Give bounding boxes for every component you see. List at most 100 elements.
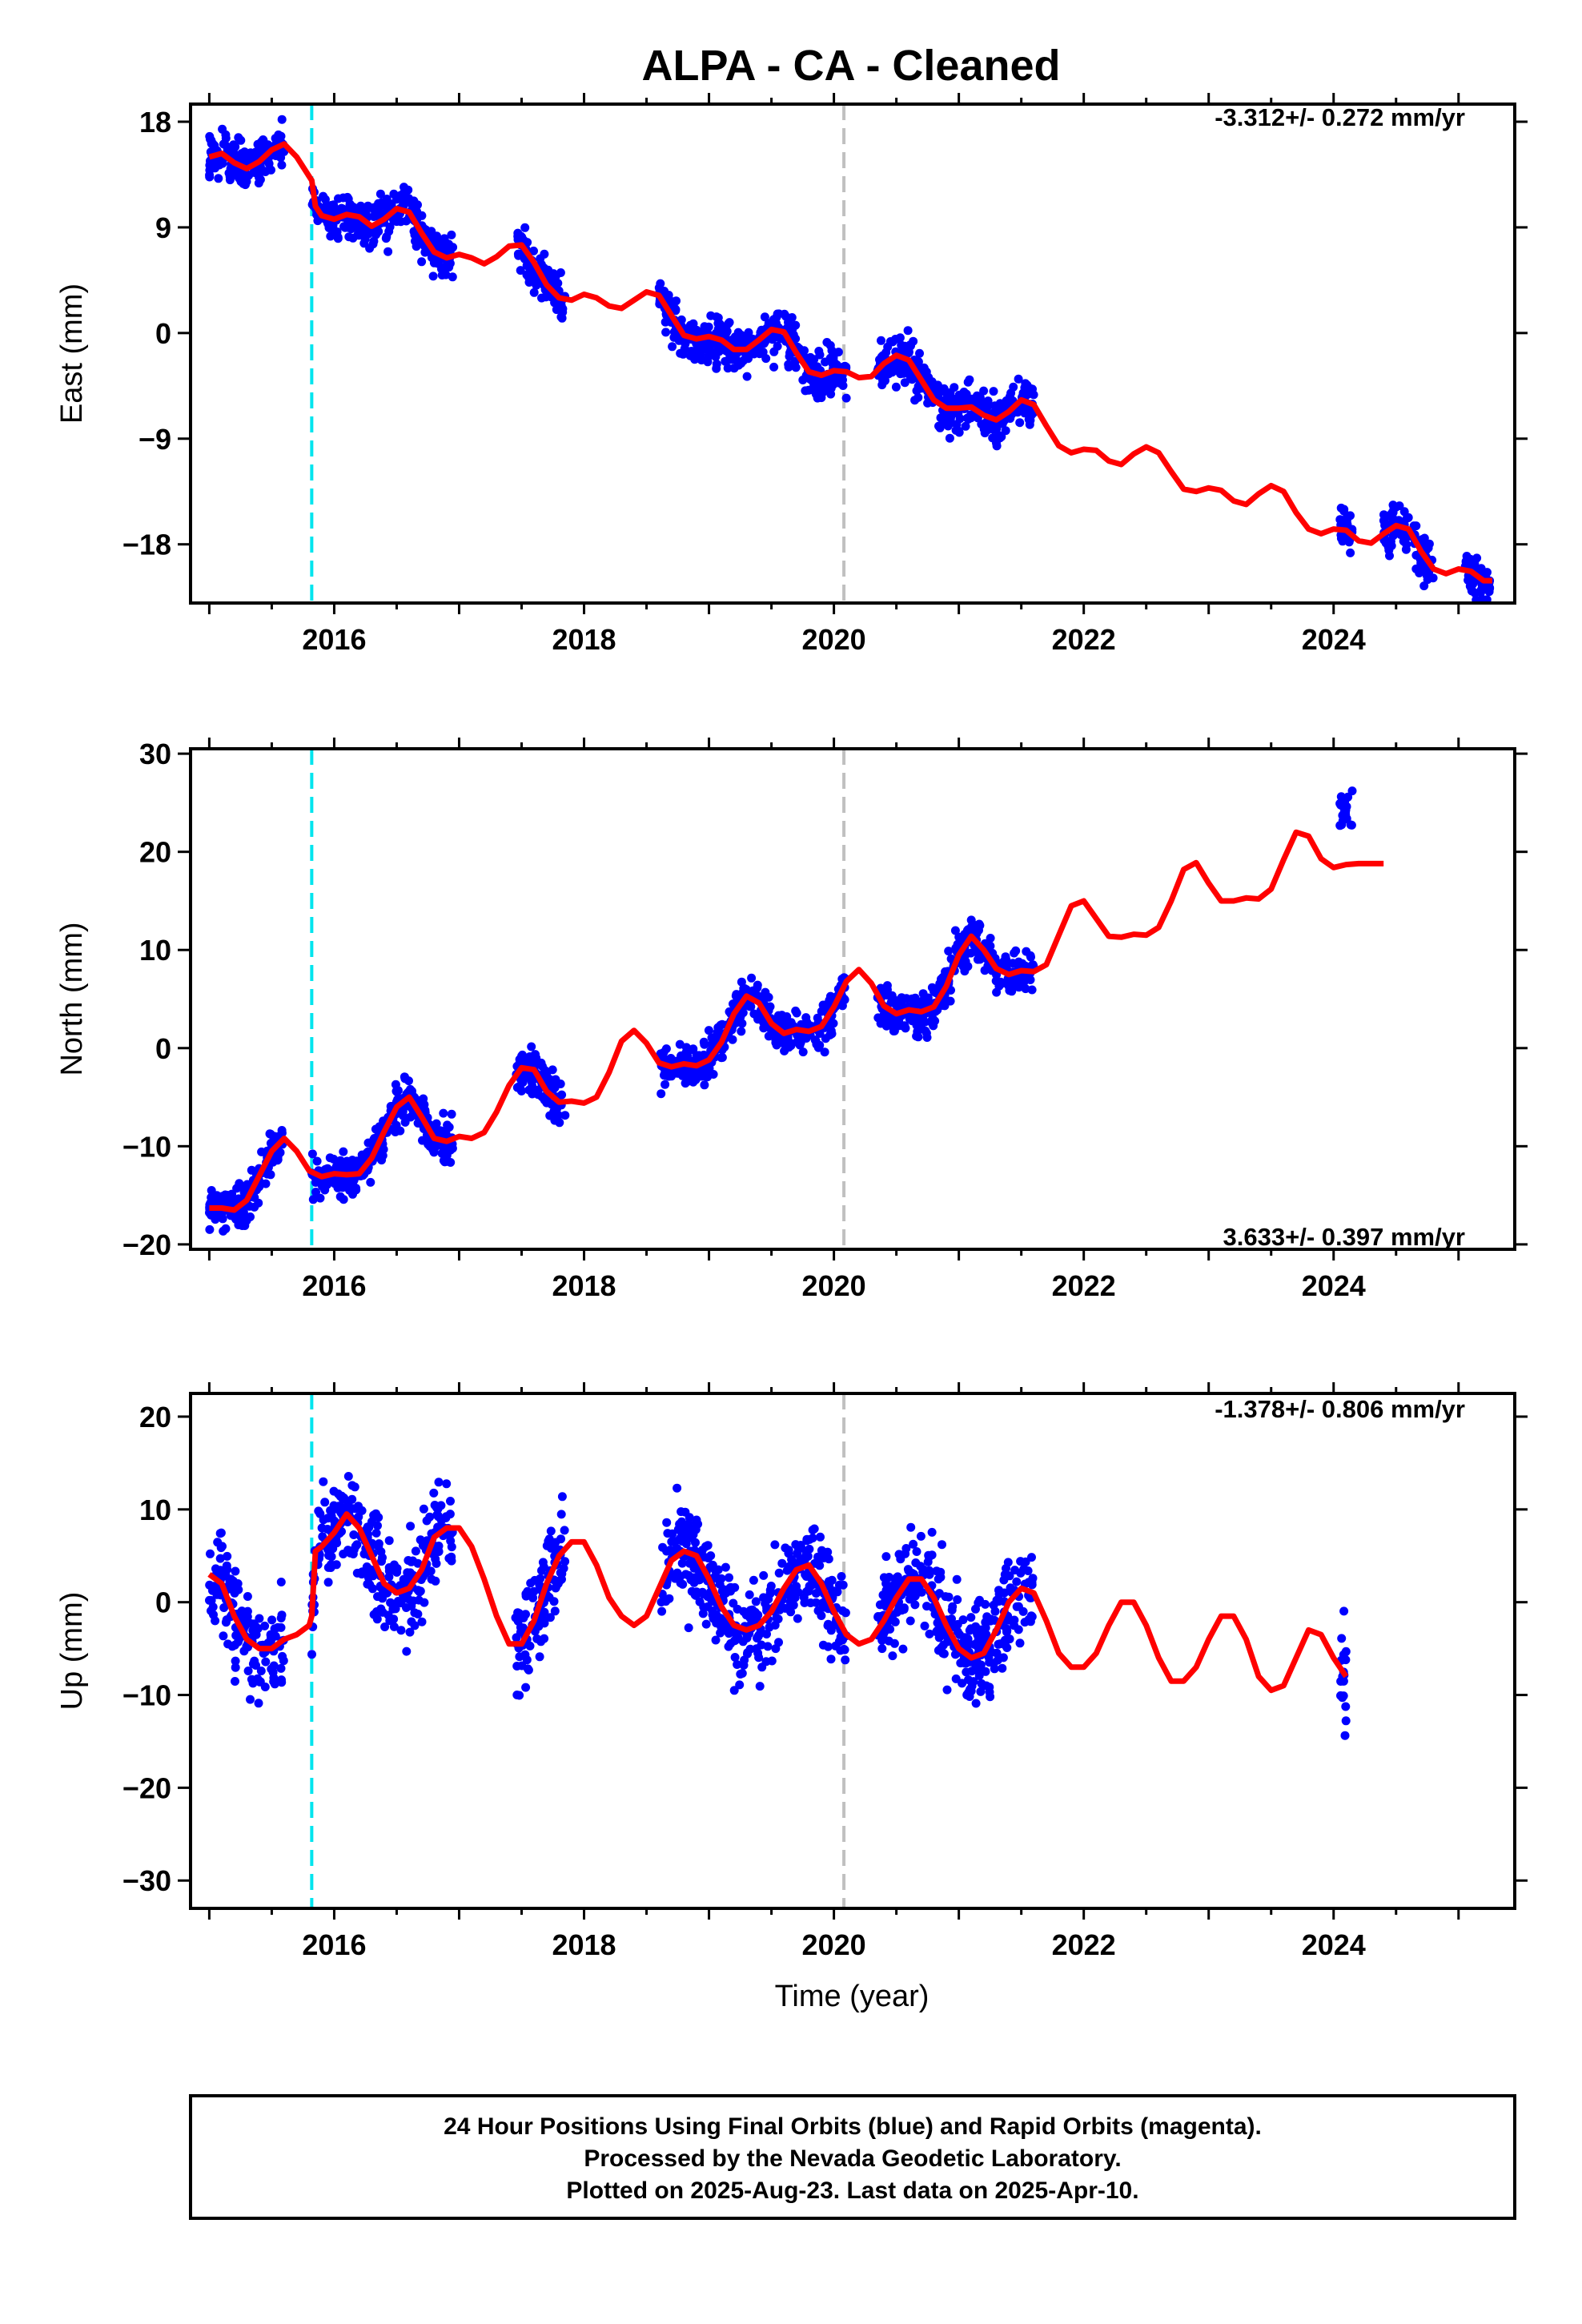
data-point [778,1013,788,1023]
data-point [1393,0,1402,5]
data-point [1422,0,1431,5]
data-point [800,346,809,356]
data-point [963,415,973,424]
data-point [805,352,815,362]
data-point [1406,0,1415,5]
data-point [232,171,242,180]
data-point [999,957,1009,966]
data-point [529,287,539,297]
data-point [834,1580,844,1590]
data-point [1476,0,1484,5]
data-point [331,1560,341,1570]
data-point [701,1619,711,1629]
data-point [1427,0,1435,5]
data-point [1423,0,1431,5]
data-point [231,1656,240,1666]
data-point [672,296,681,306]
data-point [960,1635,970,1645]
data-point [1482,0,1491,5]
data-point [730,1653,740,1662]
data-point [657,1606,667,1616]
data-point [1011,946,1021,955]
data-point [1394,0,1403,5]
data-point [663,1529,673,1538]
data-point [548,1065,557,1075]
data-point [1416,0,1425,5]
y-tick-label: 18 [139,106,171,139]
data-point [1410,0,1419,5]
x-tick-label: 2016 [302,1928,366,1961]
data-point [1408,0,1417,5]
data-point [1390,0,1399,5]
data-point [1411,0,1420,5]
data-point [757,1640,766,1650]
data-point [1406,0,1415,5]
data-point [382,232,391,242]
data-point [944,1592,954,1602]
data-point [1480,0,1488,5]
data-point [239,179,248,188]
data-point [532,1634,542,1643]
data-point [393,1597,403,1606]
data-point [348,1550,358,1558]
data-point [1473,0,1482,5]
data-point [715,1579,725,1589]
data-point [992,1648,1002,1658]
data-point [527,1042,536,1051]
data-point [825,1023,834,1033]
data-point [1468,0,1476,5]
data-point [732,990,741,999]
data-point [1464,0,1472,5]
data-point [371,1528,381,1538]
data-point [742,1631,752,1641]
data-point [1429,0,1438,5]
data-point [346,1157,355,1166]
data-point [942,393,952,403]
data-point [1380,0,1389,5]
data-point [1480,0,1489,5]
data-point [703,1602,713,1611]
data-point [1468,0,1476,5]
data-point [1423,0,1432,5]
data-point [1470,588,1480,597]
data-point [1026,952,1035,962]
data-point [369,1135,379,1144]
data-point [1392,0,1401,5]
data-point [447,1542,456,1552]
data-point [383,247,393,256]
data-point [514,251,524,260]
x-tick-label: 2024 [1302,1928,1366,1961]
data-point [343,1472,353,1481]
data-point [384,1536,394,1546]
data-point [216,1543,226,1553]
data-point [1423,0,1432,5]
data-point [340,223,350,232]
data-point [1482,595,1492,603]
data-point [1026,1617,1035,1626]
data-point [1465,0,1474,5]
data-point [1411,0,1420,5]
data-point [1014,1602,1023,1611]
data-point [662,1518,672,1527]
data-point [793,1614,802,1623]
data-point [522,270,532,279]
data-point [1407,0,1415,5]
data-point [821,376,831,386]
data-point [913,1012,923,1022]
data-point [1392,0,1401,5]
data-point [700,1080,709,1090]
data-point [1396,0,1405,5]
data-point [245,151,255,161]
data-point [834,1637,844,1647]
data-point [676,348,685,358]
data-point [246,1212,255,1221]
data-point [1394,0,1403,5]
data-point [716,1614,725,1623]
data-point [1009,382,1018,392]
data-point [1462,552,1472,561]
data-point [1001,1640,1010,1650]
data-point [990,1606,1000,1616]
data-point [516,231,526,241]
data-point [704,1026,713,1035]
data-point [745,1644,755,1654]
